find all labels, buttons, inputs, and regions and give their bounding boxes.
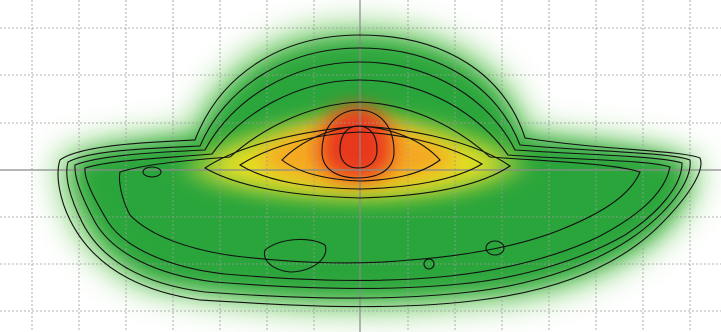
contour-level-8	[281, 125, 441, 182]
contour-level-6	[203, 125, 511, 199]
contour-island-bottom-left	[263, 238, 327, 273]
contour-level-10	[339, 125, 378, 169]
contour-level-2	[66, 47, 691, 299]
contour-island-bottom-small	[423, 258, 435, 270]
contour-island-bottom-right	[485, 240, 505, 256]
contour-level-7	[238, 131, 484, 190]
contour-island-left	[142, 166, 162, 178]
contour-level-3	[74, 61, 683, 290]
color-field	[55, 25, 700, 312]
contour-level-1	[57, 34, 702, 308]
contour-level-9	[321, 109, 395, 179]
contour-lines	[57, 34, 702, 308]
contour-level-4	[84, 79, 671, 282]
contour-level-5	[118, 101, 641, 264]
